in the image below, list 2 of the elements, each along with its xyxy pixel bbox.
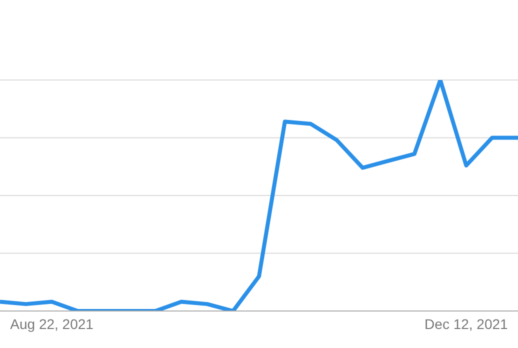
x-tick-label: Dec 12, 2021 — [424, 316, 508, 332]
x-tick-label: Aug 22, 2021 — [10, 316, 94, 332]
